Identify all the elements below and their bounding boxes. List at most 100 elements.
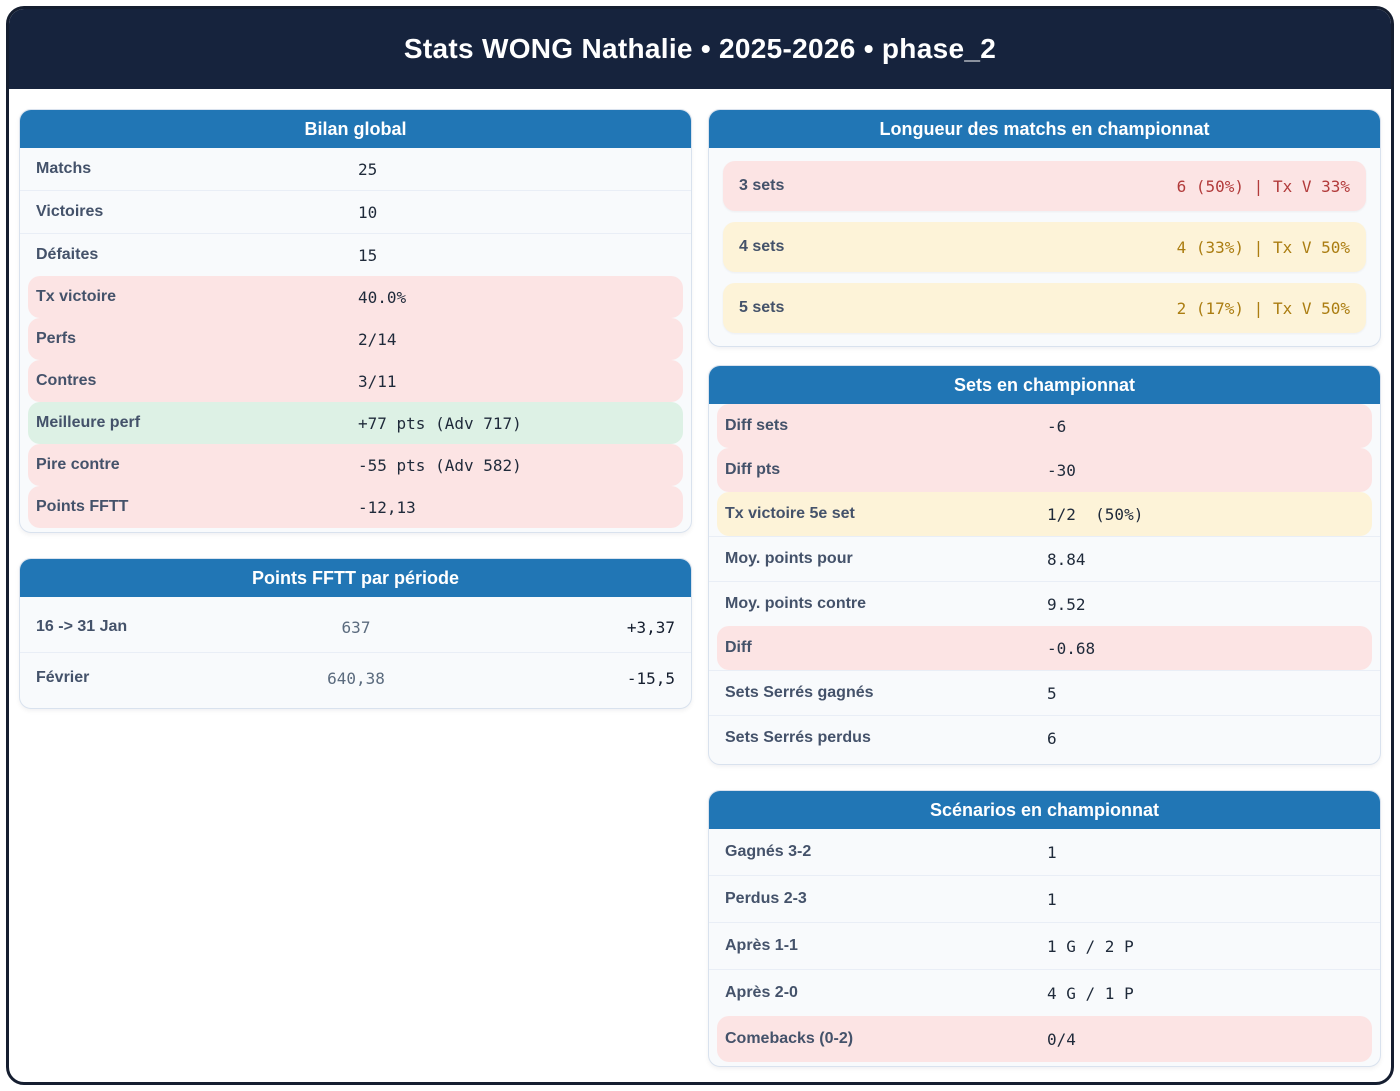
card-title: Points FFTT par période	[251, 567, 459, 588]
stat-value: 2/14	[358, 329, 397, 349]
periode-points: 637	[341, 617, 371, 637]
stat-label: Comebacks (0-2)	[725, 1030, 854, 1047]
stat-label: Tx victoire 5e set	[725, 505, 855, 522]
stat-value: 1	[1047, 842, 1057, 862]
stat-row: Diff sets -6	[709, 404, 1380, 448]
periode-label: 16 -> 31 Jan	[36, 618, 128, 635]
stat-value: -30	[1047, 460, 1076, 480]
periode-label: Février	[36, 669, 90, 686]
stat-label: Perfs	[36, 330, 77, 347]
stat-value: -12,13	[358, 497, 416, 517]
stat-row: Perdus 2-3 1	[709, 875, 1380, 922]
periode-rows: 16 -> 31 Jan 637 +3,37 Février 640,38 -1…	[20, 597, 691, 708]
stat-label: Défaites	[36, 246, 99, 263]
stat-row: Points FFTT -12,13	[20, 486, 691, 528]
stat-row: Victoires 10	[20, 190, 691, 233]
set-length-value: 4 (33%) | Tx V 50%	[1176, 237, 1350, 257]
stat-row: Moy. points contre 9.52	[709, 581, 1380, 626]
app-header: Stats WONG Nathalie • 2025-2026 • phase_…	[9, 9, 1391, 89]
card-title: Longueur des matchs en championnat	[879, 118, 1210, 139]
set-length-label: 4 sets	[739, 238, 785, 255]
periode-points: 640,38	[327, 668, 385, 688]
stat-row: Défaites 15	[20, 233, 691, 276]
card-longueur-matchs-header: Longueur des matchs en championnat	[709, 110, 1380, 148]
stat-value: +77 pts (Adv 717)	[358, 413, 522, 433]
stat-row: Gagnés 3-2 1	[709, 829, 1380, 875]
periode-delta: -15,5	[626, 668, 675, 688]
stat-row: Tx victoire 40.0%	[20, 276, 691, 318]
stat-label: Diff sets	[725, 417, 789, 434]
page-frame: Stats WONG Nathalie • 2025-2026 • phase_…	[6, 6, 1394, 1085]
stat-label: Diff	[725, 639, 752, 656]
stat-label: Meilleure perf	[36, 414, 141, 431]
stat-value: 0/4	[1047, 1029, 1076, 1049]
card-title: Scénarios en championnat	[929, 799, 1160, 820]
card-bilan-global-header: Bilan global	[20, 110, 691, 148]
card-scenarios-header: Scénarios en championnat	[709, 791, 1380, 829]
stat-value: 25	[358, 159, 378, 179]
stat-label: Perdus 2-3	[725, 890, 807, 907]
stat-label: Victoires	[36, 203, 104, 220]
stat-value: 3/11	[358, 371, 397, 391]
stat-label: Matchs	[36, 160, 92, 177]
card-longueur-matchs: Longueur des matchs en championnat 3 set…	[708, 109, 1381, 347]
stat-label: Tx victoire	[36, 288, 117, 305]
card-points-periode: Points FFTT par période 16 -> 31 Jan 637…	[19, 558, 692, 709]
stat-label: Sets Serrés gagnés	[725, 684, 874, 701]
stat-row: Meilleure perf +77 pts (Adv 717)	[20, 402, 691, 444]
stat-value: 5	[1047, 683, 1057, 703]
set-length-label: 3 sets	[739, 177, 785, 194]
stat-row: Contres 3/11	[20, 360, 691, 402]
stat-label: Moy. points pour	[725, 550, 853, 567]
bilan-rows: Matchs 25 Victoires 10 Défaites 15 Tx vi…	[20, 148, 691, 532]
page-title: Stats WONG Nathalie • 2025-2026 • phase_…	[403, 33, 997, 64]
card-bilan-global: Bilan global Matchs 25 Victoires 10 Défa…	[19, 109, 692, 533]
stat-row: Après 2-0 4 G / 1 P	[709, 969, 1380, 1016]
stat-value: -6	[1047, 416, 1067, 436]
stat-row: Moy. points pour 8.84	[709, 536, 1380, 581]
stat-value: 1/2 (50%)	[1047, 504, 1144, 524]
stat-value: 40.0%	[358, 287, 407, 307]
stat-value: 1	[1047, 889, 1057, 909]
periode-row: 16 -> 31 Jan 637 +3,37	[20, 602, 691, 652]
stat-row: Diff pts -30	[709, 448, 1380, 492]
set-length-value: 6 (50%) | Tx V 33%	[1176, 176, 1350, 196]
stat-value: -55 pts (Adv 582)	[358, 455, 522, 475]
set-length-row: 4 sets 4 (33%) | Tx V 50%	[723, 222, 1366, 272]
stat-row: Sets Serrés perdus 6	[709, 715, 1380, 760]
card-title: Sets en championnat	[953, 374, 1136, 395]
card-scenarios: Scénarios en championnat Gagnés 3-2 1 Pe…	[708, 790, 1381, 1067]
stat-value: 1 G / 2 P	[1047, 936, 1134, 956]
stat-label: Contres	[36, 372, 97, 389]
scenarios-rows: Gagnés 3-2 1 Perdus 2-3 1 Après 1-1 1 G …	[709, 829, 1380, 1066]
left-column: Bilan global Matchs 25 Victoires 10 Défa…	[19, 109, 692, 709]
stat-row: Pire contre -55 pts (Adv 582)	[20, 444, 691, 486]
right-column: Longueur des matchs en championnat 3 set…	[708, 109, 1381, 1067]
stat-row: Perfs 2/14	[20, 318, 691, 360]
stat-value: 4 G / 1 P	[1047, 983, 1134, 1003]
stat-value: 10	[358, 202, 378, 222]
card-sets-championnat-header: Sets en championnat	[709, 366, 1380, 404]
stat-label: Moy. points contre	[725, 595, 867, 612]
stat-value: 6	[1047, 728, 1057, 748]
stat-label: Diff pts	[725, 461, 781, 478]
periode-delta: +3,37	[626, 617, 675, 637]
stat-row: Sets Serrés gagnés 5	[709, 670, 1380, 715]
stat-row: Comebacks (0-2) 0/4	[709, 1016, 1380, 1062]
stat-label: Gagnés 3-2	[725, 843, 812, 860]
stat-label: Après 2-0	[725, 984, 798, 1001]
stat-label: Pire contre	[36, 456, 120, 473]
card-title: Bilan global	[304, 118, 407, 139]
stat-label: Sets Serrés perdus	[725, 729, 871, 746]
stat-row: Matchs 25	[20, 148, 691, 190]
sets-rows: Diff sets -6 Diff pts -30 Tx victoire 5e…	[709, 404, 1380, 764]
set-length-label: 5 sets	[739, 299, 785, 316]
longueur-rows: 3 sets 6 (50%) | Tx V 33% 4 sets 4 (33%)…	[709, 148, 1380, 346]
periode-row: Février 640,38 -15,5	[20, 652, 691, 703]
set-length-value: 2 (17%) | Tx V 50%	[1176, 298, 1350, 318]
stat-value: 8.84	[1047, 549, 1086, 569]
content: Bilan global Matchs 25 Victoires 10 Défa…	[9, 89, 1391, 1067]
stat-row: Après 1-1 1 G / 2 P	[709, 922, 1380, 969]
stat-row: Tx victoire 5e set 1/2 (50%)	[709, 492, 1380, 536]
